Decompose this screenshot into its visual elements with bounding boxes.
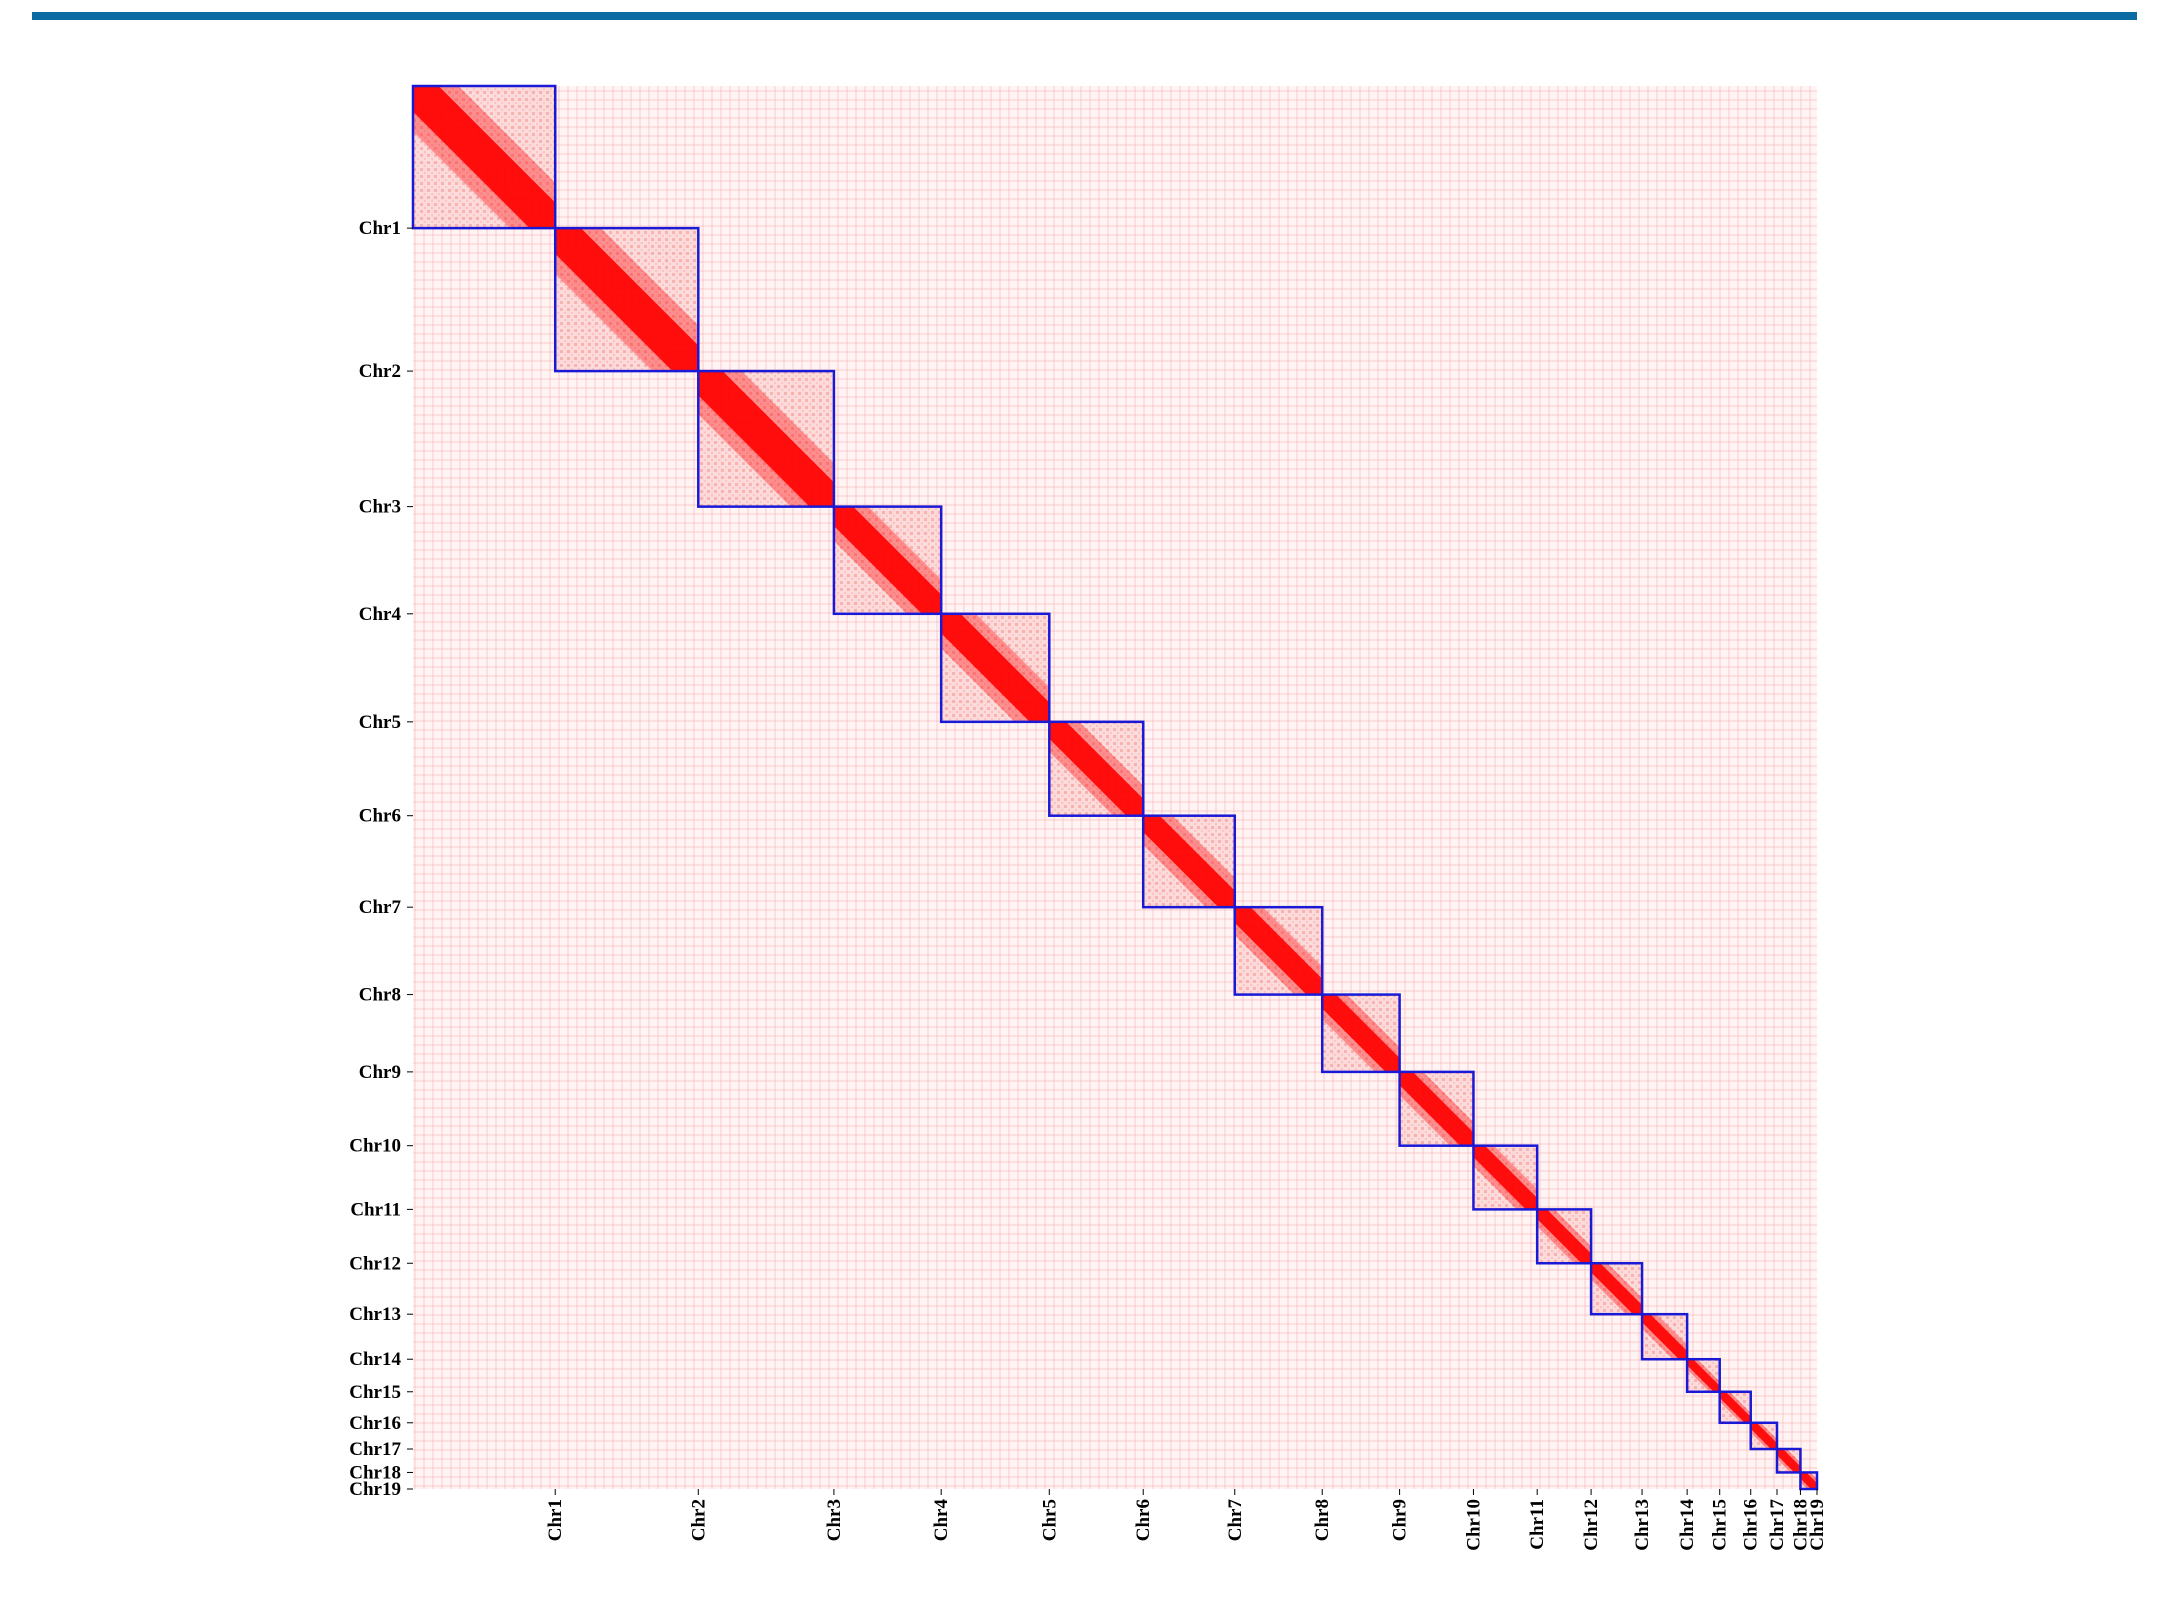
x-tick-label-chr13: Chr13	[1632, 1499, 1653, 1551]
chromosome-box-chr8	[1233, 905, 1324, 996]
y-tick-label-chr17: Chr17	[349, 1439, 401, 1460]
plot-area	[411, 84, 1819, 1491]
chromosome-box-chr9	[1320, 993, 1401, 1074]
chromosome-block-chr9	[1320, 993, 1401, 1074]
x-axis-labels: Chr1 Chr2 Chr3 Chr4 Chr5 Chr6 Chr7 Chr8 Chr9 Chr1…	[545, 1489, 1828, 1551]
y-tick-label-chr3: Chr3	[359, 497, 401, 518]
y-tick-label-chr4: Chr4	[359, 604, 402, 625]
chromosome-box-chr2	[553, 226, 700, 373]
y-tick-label-chr6: Chr6	[359, 806, 401, 827]
x-tick-label-chr6: Chr6	[1133, 1499, 1154, 1541]
x-tick-label-chr10: Chr10	[1463, 1499, 1484, 1551]
y-tick-label-chr5: Chr5	[359, 712, 401, 733]
x-tick-label-chr18: Chr18	[1790, 1499, 1811, 1551]
y-tick-label-chr14: Chr14	[349, 1349, 401, 1370]
y-tick-label-chr13: Chr13	[349, 1304, 401, 1325]
y-tick-label-chr18: Chr18	[349, 1462, 401, 1483]
chromosome-box-chr10	[1398, 1070, 1475, 1147]
y-tick-label-chr7: Chr7	[359, 897, 402, 918]
chromosome-block-chr13	[1589, 1262, 1644, 1316]
x-tick-label-chr14: Chr14	[1677, 1499, 1698, 1551]
chromosome-block-chr11	[1472, 1144, 1539, 1211]
chromosome-box-chr5	[939, 612, 1051, 724]
x-tick-label-chr1: Chr1	[545, 1499, 566, 1541]
x-tick-label-chr16: Chr16	[1741, 1499, 1762, 1551]
y-tick-label-chr1: Chr1	[359, 218, 401, 239]
chromosome-block-chr15	[1685, 1357, 1721, 1394]
chromosome-block-chr1	[411, 84, 557, 230]
chromosome-block-chr14	[1640, 1312, 1689, 1361]
y-tick-label-chr11: Chr11	[350, 1199, 401, 1220]
chromosome-box-chr14	[1640, 1312, 1689, 1361]
chromosome-block-chr6	[1048, 720, 1145, 817]
chromosome-box-chr12	[1535, 1208, 1593, 1265]
x-tick-label-chr5: Chr5	[1039, 1499, 1060, 1541]
x-tick-label-chr12: Chr12	[1581, 1499, 1602, 1551]
y-tick-label-chr2: Chr2	[359, 361, 401, 382]
chromosome-block-chr17	[1749, 1421, 1779, 1451]
chromosome-block-chr16	[1718, 1390, 1752, 1425]
chromosome-box-chr4	[832, 505, 943, 616]
chromosome-block-chr3	[697, 369, 836, 508]
chromosome-block-chr18	[1775, 1447, 1802, 1474]
x-tick-label-chr9: Chr9	[1390, 1499, 1411, 1541]
chromosome-box-chr18	[1775, 1447, 1802, 1474]
chromosome-box-chr19	[1799, 1471, 1819, 1491]
chromosome-box-chr17	[1749, 1421, 1779, 1451]
y-tick-label-chr19: Chr19	[349, 1479, 401, 1500]
chromosome-block-chr19	[1799, 1471, 1819, 1491]
chromosome-box-chr13	[1589, 1262, 1644, 1316]
chromosome-block-chr2	[553, 226, 700, 373]
x-tick-label-chr15: Chr15	[1710, 1499, 1731, 1551]
x-tick-label-chr17: Chr17	[1767, 1499, 1788, 1551]
chromosome-box-chr11	[1472, 1144, 1539, 1211]
y-tick-label-chr12: Chr12	[349, 1253, 401, 1274]
y-tick-label-chr15: Chr15	[349, 1382, 401, 1403]
header-bar	[32, 12, 2137, 20]
y-tick-label-chr10: Chr10	[349, 1136, 401, 1157]
chromosome-box-chr15	[1685, 1357, 1721, 1394]
y-tick-label-chr8: Chr8	[359, 985, 401, 1006]
chromosome-block-chr8	[1233, 905, 1324, 996]
x-tick-label-chr4: Chr4	[931, 1499, 952, 1542]
y-axis-labels: Chr1 Chr2 Chr3 Chr4 Chr5 Chr6 Chr7 Chr8 Chr9 Chr1…	[349, 218, 413, 1500]
chromosome-box-chr3	[697, 369, 836, 508]
x-tick-label-chr8: Chr8	[1312, 1499, 1333, 1541]
chromosome-box-chr7	[1141, 814, 1237, 909]
y-tick-label-chr16: Chr16	[349, 1413, 401, 1434]
chromosome-block-chr5	[939, 612, 1051, 724]
chromosome-box-chr6	[1048, 720, 1145, 817]
x-tick-label-chr11: Chr11	[1527, 1499, 1548, 1550]
x-tick-label-chr19: Chr19	[1807, 1499, 1828, 1551]
x-tick-label-chr2: Chr2	[688, 1499, 709, 1541]
y-tick-label-chr9: Chr9	[359, 1062, 401, 1083]
chromosome-block-chr12	[1535, 1208, 1593, 1265]
x-tick-label-chr7: Chr7	[1225, 1499, 1246, 1542]
chromosome-block-chr10	[1398, 1070, 1475, 1147]
chromosome-box-chr16	[1718, 1390, 1752, 1425]
chromosome-block-chr4	[832, 505, 943, 616]
x-tick-label-chr3: Chr3	[824, 1499, 845, 1541]
chromosome-block-chr7	[1141, 814, 1237, 909]
chromosome-box-chr1	[411, 84, 557, 230]
